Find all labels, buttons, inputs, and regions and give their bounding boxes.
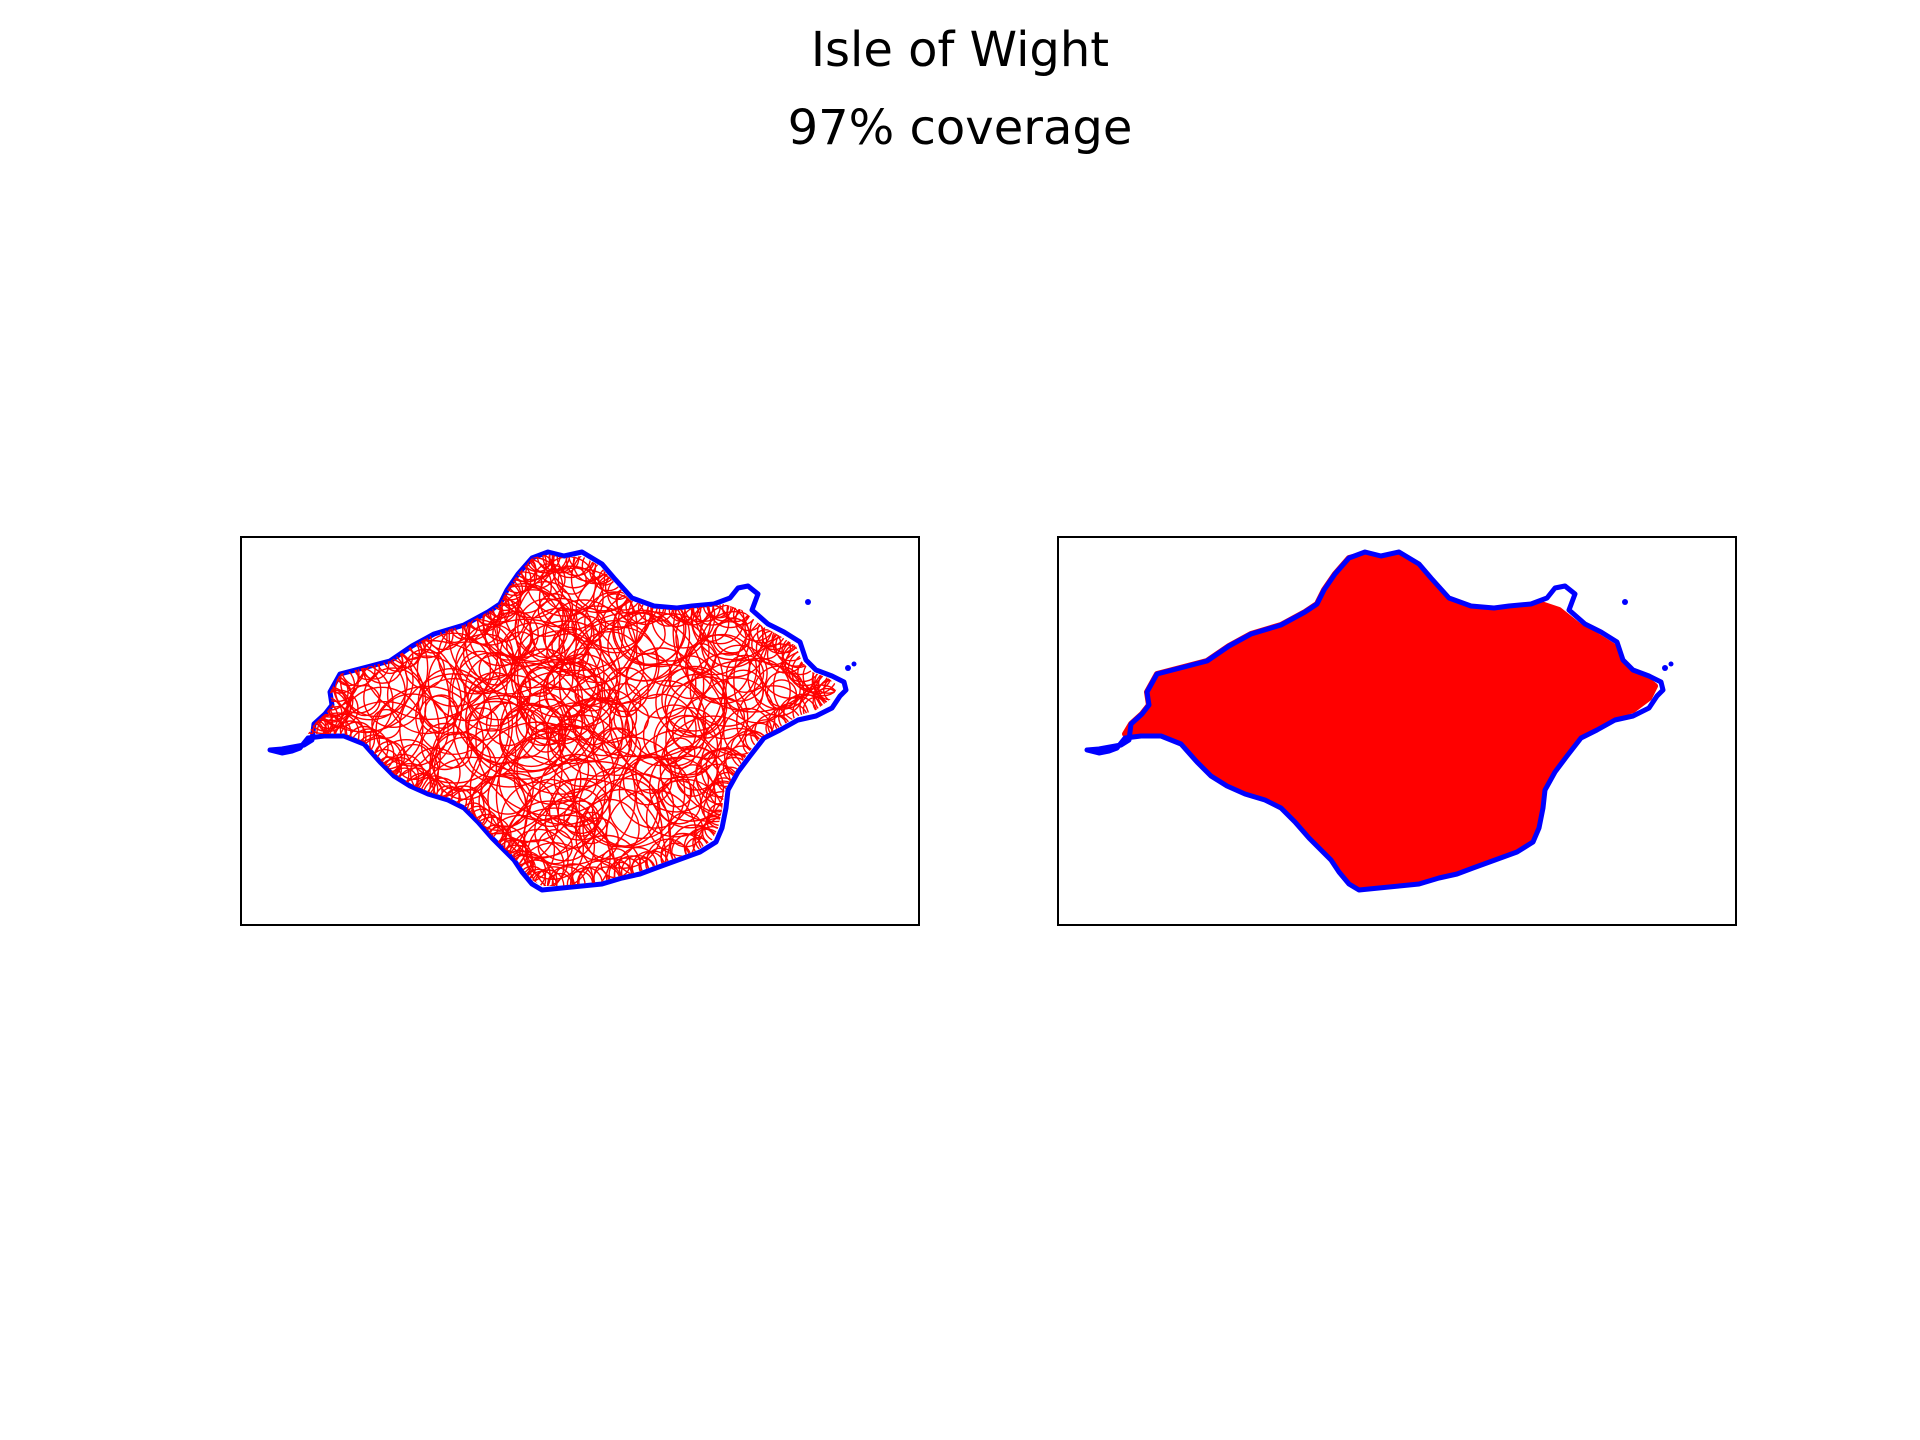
coverage-circle <box>764 671 801 708</box>
coverage-circle <box>625 647 697 719</box>
coverage-circle <box>531 869 565 886</box>
coverage-circle <box>635 613 710 688</box>
coastline <box>1084 549 1666 893</box>
circle-coverage-panel <box>240 536 920 926</box>
islet <box>805 599 811 605</box>
coverage-circle <box>499 622 566 689</box>
coverage-circle <box>601 728 633 759</box>
figure-subtitle: 97% coverage <box>787 100 1133 156</box>
islet <box>851 661 857 667</box>
coverage-circle <box>563 800 600 837</box>
coverage-circle <box>574 697 634 757</box>
coverage-circle <box>553 758 598 803</box>
coverage-circle <box>546 872 574 886</box>
coverage-circle <box>655 714 719 778</box>
coverage-circle <box>459 650 501 693</box>
coverage-circle <box>487 755 575 843</box>
coverage-circles <box>308 554 838 886</box>
coverage-circle <box>449 618 604 773</box>
coverage-circle <box>420 722 469 771</box>
coverage-circle <box>363 667 424 728</box>
coverage-circle <box>624 693 697 767</box>
coverage-circle <box>524 666 556 698</box>
coverage-circle <box>607 609 679 682</box>
coverage-circle <box>608 663 725 780</box>
coverage-circle <box>528 554 568 574</box>
coverage-circle <box>452 674 567 788</box>
coverage-circle <box>537 829 573 865</box>
coastline <box>267 549 849 893</box>
coverage-circle <box>573 631 645 702</box>
coverage-circle <box>433 736 498 801</box>
coverage-circle <box>622 755 673 806</box>
circle-coverage-map <box>267 549 857 893</box>
figure-title: Isle of Wight <box>810 22 1110 78</box>
coverage-circle <box>655 667 726 738</box>
coverage-circle <box>466 728 517 778</box>
coverage-circle <box>571 705 613 746</box>
coverage-circle <box>427 641 508 722</box>
filled-coverage-map <box>1084 549 1674 893</box>
coverage-circle <box>525 698 573 746</box>
coverage-circle <box>817 665 838 707</box>
coverage-circle <box>513 648 574 708</box>
coverage-circle <box>618 756 692 829</box>
coverage-circle <box>551 626 590 665</box>
coverage-fill <box>1122 551 1658 889</box>
coverage-circle <box>544 599 624 678</box>
coverage-circle <box>711 620 747 656</box>
coverage-circle <box>608 773 675 840</box>
coverage-circle <box>689 652 764 727</box>
coverage-circle <box>424 694 459 729</box>
coverage-circle <box>668 655 713 700</box>
islet <box>1662 665 1668 671</box>
coverage-circle <box>478 774 533 828</box>
coverage-circle <box>574 811 608 845</box>
coverage-circle <box>557 788 604 835</box>
coverage-circle <box>467 671 522 727</box>
coverage-circle <box>725 657 791 724</box>
coverage-circle <box>547 657 597 707</box>
islet <box>1668 661 1674 667</box>
islet <box>1622 599 1628 605</box>
filled-coverage-panel <box>1057 536 1737 926</box>
coverage-circle <box>685 634 751 700</box>
coverage-circle <box>565 554 611 582</box>
islet <box>845 665 851 671</box>
coverage-circle <box>524 554 606 617</box>
coverage-circle <box>622 612 666 655</box>
coverage-circle <box>571 834 642 886</box>
coverage-circle <box>395 743 433 781</box>
coverage-circle <box>544 796 598 850</box>
coverage-circle <box>725 654 765 694</box>
coverage-circle <box>664 673 728 737</box>
coverage-circle <box>537 593 572 628</box>
coverage-circle <box>416 632 492 707</box>
coverage-circle <box>657 755 725 822</box>
